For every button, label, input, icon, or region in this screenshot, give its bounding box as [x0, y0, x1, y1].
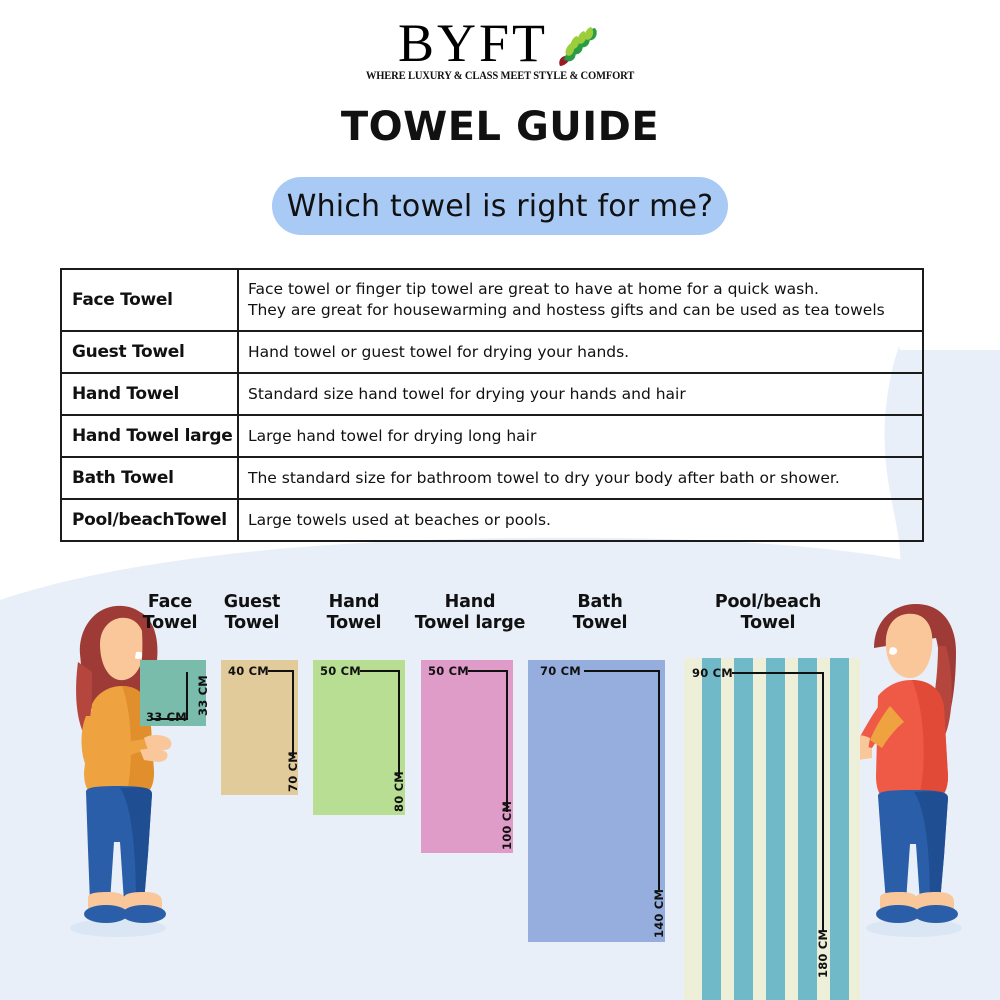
towel-name-cell: Pool/beachTowel	[62, 500, 239, 540]
pool-stripe	[798, 658, 817, 1000]
question-text: Which towel is right for me?	[286, 188, 714, 224]
towel-swatch-guest	[221, 660, 298, 795]
dimension-face-height: 33 CM	[196, 675, 210, 716]
table-row: Hand Towel large Large hand towel for dr…	[62, 416, 922, 458]
dimension-guest-width: 40 CM	[228, 664, 269, 678]
leader-line-face-width	[152, 718, 188, 720]
towel-name-cell: Hand Towel large	[62, 416, 239, 456]
dimension-guest-height: 70 CM	[286, 751, 300, 792]
label-line-2: Towel	[142, 613, 198, 634]
leader-line-hand-large-height	[506, 670, 508, 812]
leader-line-guest-height	[292, 670, 294, 758]
dimension-hand-large-height: 100 CM	[500, 800, 514, 850]
towel-column-label-hand: Hand Towel	[302, 592, 406, 635]
page-title: TOWEL GUIDE	[340, 104, 660, 150]
woman-red-shirt-illustration	[848, 604, 962, 937]
dimension-pool-height: 180 CM	[816, 928, 830, 978]
leader-line-hand-large-width	[468, 670, 508, 672]
table-row: Guest Towel Hand towel or guest towel fo…	[62, 332, 922, 374]
leader-line-guest-width	[268, 670, 294, 672]
dimension-hand-height: 80 CM	[392, 771, 406, 812]
label-line-2: Towel large	[414, 613, 526, 634]
table-row: Face Towel Face towel or finger tip towe…	[62, 270, 922, 332]
dimension-hand-width: 50 CM	[320, 664, 361, 678]
towel-swatch-hand-large	[421, 660, 513, 853]
brand-tagline: WHERE LUXURY & CLASS MEET STYLE & COMFOR…	[365, 70, 635, 82]
label-line-1: Guest	[223, 592, 281, 612]
pool-stripe	[830, 658, 849, 1000]
towel-column-label-bath: Bath Towel	[548, 592, 652, 635]
table-row: Bath Towel The standard size for bathroo…	[62, 458, 922, 500]
towel-swatch-pool	[684, 658, 860, 1000]
pool-stripe	[702, 658, 721, 1000]
towel-name-cell: Bath Towel	[62, 458, 239, 498]
towel-name-cell: Hand Towel	[62, 374, 239, 414]
towel-description-cell: The standard size for bathroom towel to …	[248, 468, 840, 487]
leader-line-bath-height	[658, 670, 660, 890]
towel-swatch-hand	[313, 660, 405, 815]
towel-description-cell: Face towel or finger tip towel are great…	[239, 270, 922, 330]
label-line-2: Towel	[572, 613, 628, 634]
leader-line-pool-height	[822, 672, 824, 932]
towel-name-cell: Guest Towel	[62, 332, 239, 372]
leader-line-pool-width	[732, 672, 824, 674]
towel-column-label-face: Face Towel	[118, 592, 222, 635]
label-line-2: Towel	[740, 613, 796, 634]
dimension-face-width: 33 CM	[146, 710, 187, 724]
label-line-1: Bath	[577, 592, 623, 612]
wheat-leaf-sprig-icon	[559, 27, 597, 66]
leader-line-bath-width	[584, 670, 660, 672]
towel-column-label-pool: Pool/beach Towel	[690, 592, 846, 635]
leader-line-hand-height	[398, 670, 400, 778]
desc-line-1: Face towel or finger tip towel are great…	[248, 280, 885, 319]
towel-column-label-hand-large: Hand Towel large	[392, 592, 548, 635]
label-line-2: Towel	[326, 613, 382, 634]
towel-description-cell: Hand towel or guest towel for drying you…	[248, 342, 630, 361]
towel-name-cell: Face Towel	[62, 270, 239, 330]
question-banner: Which towel is right for me?	[272, 177, 728, 235]
towel-swatch-face	[140, 660, 206, 726]
brand-logo: BYFT WHERE LUXURY & CLASS MEET STYLE & C…	[0, 13, 1000, 82]
leader-line-face-width-tick	[186, 700, 188, 720]
towel-description-cell: Large hand towel for drying long hair	[248, 426, 537, 445]
towel-column-label-guest: Guest Towel	[200, 592, 304, 635]
leader-line-face-height	[186, 672, 188, 700]
towel-description-cell: Large towels used at beaches or pools.	[248, 510, 551, 529]
pool-stripe	[734, 658, 753, 1000]
towel-swatch-bath	[528, 660, 665, 942]
dimension-bath-width: 70 CM	[540, 664, 581, 678]
dimension-pool-width: 90 CM	[692, 666, 733, 680]
dimension-hand-large-width: 50 CM	[428, 664, 469, 678]
pool-stripe	[766, 658, 785, 1000]
table-row: Hand Towel Standard size hand towel for …	[62, 374, 922, 416]
towel-description-table: Face Towel Face towel or finger tip towe…	[60, 268, 924, 542]
towel-description-cell: Standard size hand towel for drying your…	[248, 384, 686, 403]
logo-row: BYFT	[397, 13, 602, 73]
label-line-1: Hand	[444, 592, 496, 612]
label-line-2: Towel	[224, 613, 280, 634]
label-line-1: Face	[147, 592, 193, 612]
label-line-1: Pool/beach	[714, 592, 822, 612]
brand-name: BYFT	[397, 13, 549, 73]
table-row: Pool/beachTowel Large towels used at bea…	[62, 500, 922, 540]
woman-orange-sweater-illustration	[70, 605, 172, 937]
label-line-1: Hand	[328, 592, 380, 612]
leader-line-hand-width	[360, 670, 400, 672]
dimension-bath-height: 140 CM	[652, 888, 666, 938]
